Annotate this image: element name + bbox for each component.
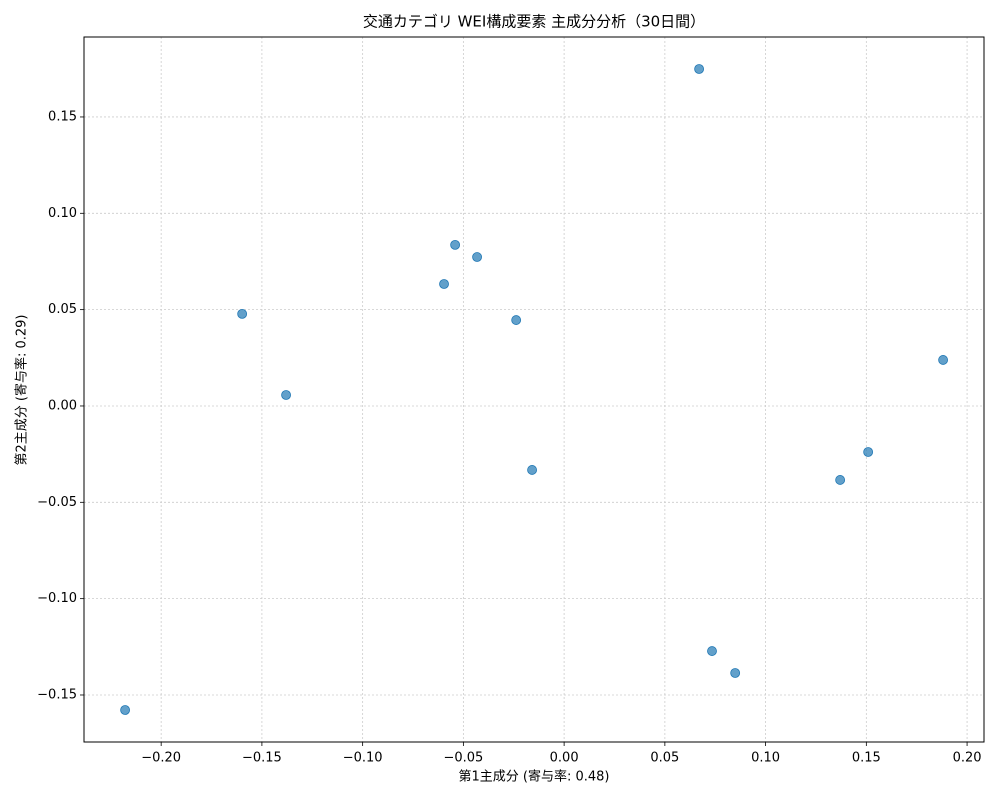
y-tick-label: 0.15 [48, 109, 77, 124]
point [439, 279, 449, 289]
point [730, 668, 741, 678]
y-tick-label: −0.15 [37, 687, 77, 702]
x-tick-label: 0.00 [550, 751, 579, 766]
point [450, 239, 461, 250]
x-tick-label: 0.20 [953, 751, 982, 766]
x-tick-label: 0.05 [650, 751, 679, 766]
y-tick-label: −0.10 [37, 591, 77, 606]
point [120, 705, 131, 715]
point [281, 390, 291, 400]
x-tick-label: −0.15 [242, 751, 282, 766]
x-axis-label: 第1主成分 (寄与率: 0.48) [458, 769, 609, 785]
plot-frame [83, 36, 985, 743]
x-tick-label: −0.05 [443, 751, 483, 766]
point [527, 465, 537, 475]
point [835, 475, 846, 485]
y-tick-label: −0.05 [37, 495, 77, 510]
y-tick-label: 0.00 [48, 398, 77, 413]
y-tick-label: 0.05 [48, 302, 77, 317]
x-tick-label: −0.20 [141, 751, 181, 766]
point [938, 355, 949, 365]
point [863, 447, 874, 457]
point [707, 646, 717, 656]
x-tick-label: 0.15 [852, 751, 881, 766]
x-tick-label: 0.10 [751, 751, 780, 766]
point [237, 308, 248, 319]
x-tick-label: −0.10 [343, 751, 383, 766]
y-tick-label: 0.10 [48, 206, 77, 221]
point [472, 252, 482, 262]
chart-title: 交通カテゴリ WEI構成要素 主成分分析（30日間） [363, 13, 705, 31]
y-axis-label: 第2主成分 (寄与率: 0.29) [14, 314, 30, 465]
point [511, 315, 522, 325]
point [694, 64, 705, 74]
